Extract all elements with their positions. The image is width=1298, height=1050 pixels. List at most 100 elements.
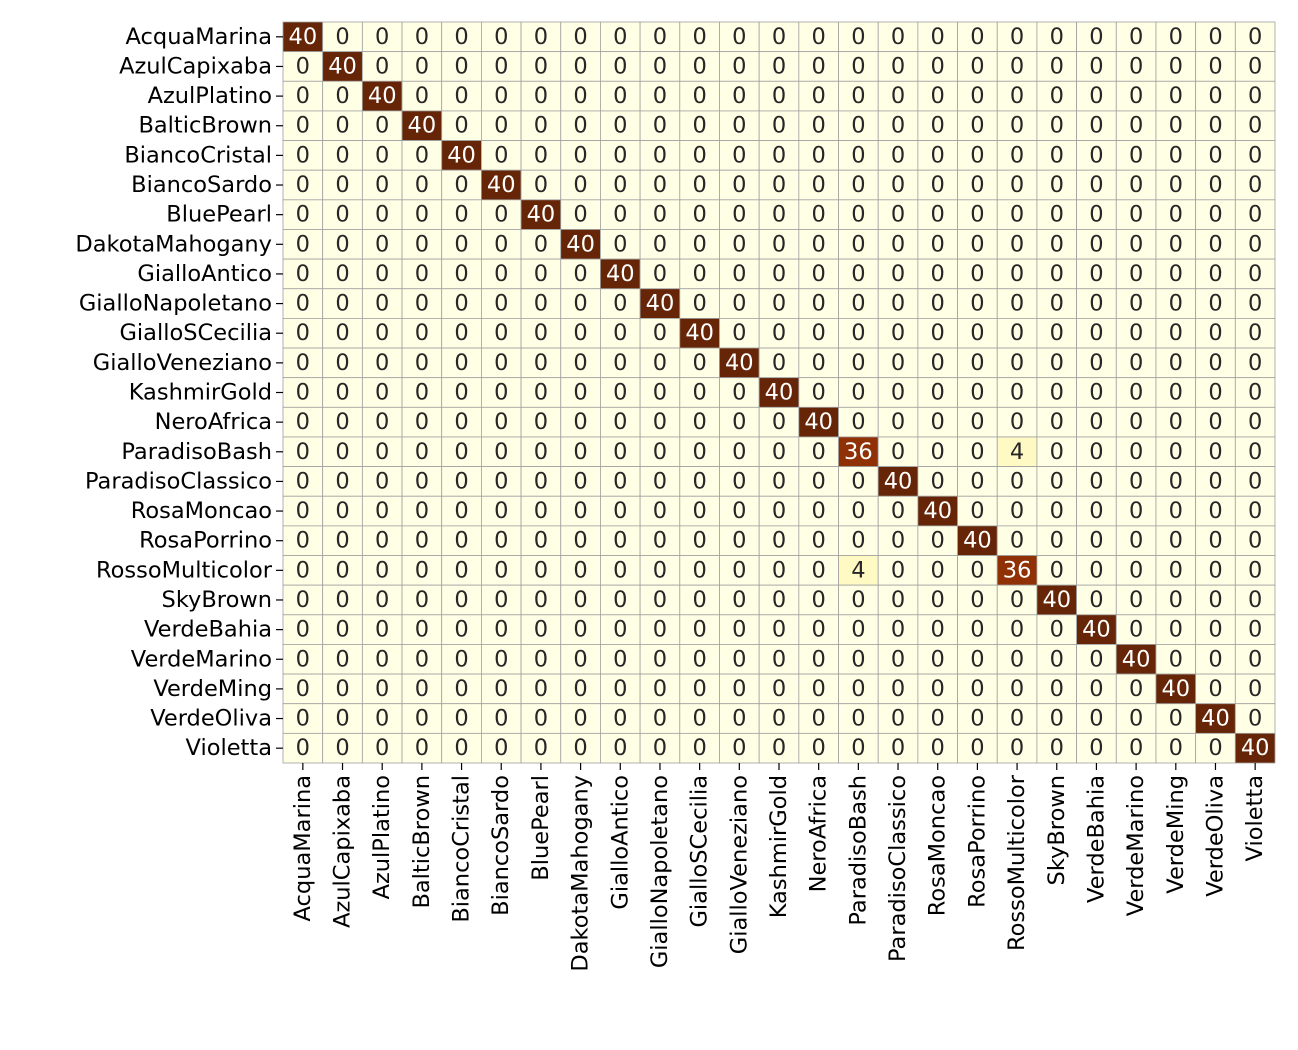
heatmap-cell xyxy=(1234,673,1276,705)
cell-value-label: 0 xyxy=(1050,172,1064,198)
col-tick-label: DakotaMahogany xyxy=(568,775,594,972)
heatmap-cell xyxy=(1155,199,1197,230)
heatmap-cell xyxy=(441,199,482,230)
cell-value-label: 0 xyxy=(1089,350,1103,376)
cell-value-label: 0 xyxy=(931,439,945,465)
heatmap-cell xyxy=(560,732,601,764)
cell-value-label: 0 xyxy=(812,617,826,643)
heatmap-cell xyxy=(480,258,522,290)
heatmap-cell xyxy=(1076,347,1117,379)
cell-value-label: 0 xyxy=(1089,528,1103,554)
cell-value-label: 0 xyxy=(851,83,865,109)
cell-value-label: 0 xyxy=(692,24,706,50)
heatmap-cell xyxy=(520,347,562,379)
cell-value-label: 0 xyxy=(970,261,984,287)
cell-value-label: 0 xyxy=(891,498,905,524)
cell-value-label: 0 xyxy=(375,380,389,406)
cell-value-label: 0 xyxy=(415,468,429,494)
cell-value-label: 0 xyxy=(1089,172,1103,198)
cell-value-label: 0 xyxy=(772,439,786,465)
heatmap-cell xyxy=(798,317,839,349)
heatmap-cell xyxy=(996,436,1038,467)
cell-value-label: 0 xyxy=(335,557,349,583)
row-tick-label: AzulCapixaba xyxy=(119,53,272,79)
heatmap-cell xyxy=(758,169,800,201)
heatmap-cell xyxy=(957,732,998,764)
heatmap-cell xyxy=(600,673,641,705)
cell-value-label: 0 xyxy=(1248,83,1262,109)
cell-value-label: 0 xyxy=(573,439,587,465)
heatmap-cell xyxy=(1115,703,1157,734)
cell-value-label: 0 xyxy=(573,83,587,109)
row-tick-label: BluePearl xyxy=(166,202,272,228)
heatmap-cell xyxy=(1195,644,1236,675)
heatmap-cell xyxy=(520,703,562,734)
cell-value-label: 0 xyxy=(1010,261,1024,287)
heatmap-cell xyxy=(1195,406,1236,438)
cell-value-label: 0 xyxy=(772,468,786,494)
col-tick-label: ParadisoClassico xyxy=(885,775,911,962)
heatmap-cell xyxy=(480,317,522,349)
cell-value-label: 0 xyxy=(335,350,349,376)
cell-value-label: 0 xyxy=(970,735,984,761)
heatmap-cell xyxy=(877,140,919,171)
cell-value-label: 40 xyxy=(646,291,675,317)
cell-value-label: 0 xyxy=(1208,617,1222,643)
cell-value-label: 0 xyxy=(296,676,310,702)
heatmap-cell xyxy=(322,377,363,408)
heatmap-cell xyxy=(520,229,562,260)
cell-value-label: 0 xyxy=(613,528,627,554)
cell-value-label: 0 xyxy=(415,557,429,583)
heatmap-cell xyxy=(639,732,681,764)
cells-layer xyxy=(282,21,1276,764)
cell-value-label: 0 xyxy=(573,735,587,761)
cell-value-label: 0 xyxy=(375,231,389,257)
cell-value-label: 40 xyxy=(1122,646,1151,672)
col-tick-label: BiancoCristal xyxy=(449,775,475,923)
heatmap-cell xyxy=(838,140,879,171)
heatmap-cell xyxy=(600,495,641,527)
cell-value-label: 0 xyxy=(653,350,667,376)
heatmap-cell xyxy=(401,110,443,141)
cell-value-label: 0 xyxy=(1248,113,1262,139)
cell-value-label: 0 xyxy=(415,320,429,346)
cell-value-label: 0 xyxy=(1089,706,1103,732)
cell-value-label: 0 xyxy=(1089,380,1103,406)
heatmap-cell xyxy=(1155,614,1197,645)
cell-value-label: 0 xyxy=(1050,261,1064,287)
cell-value-label: 0 xyxy=(1010,498,1024,524)
cell-value-label: 0 xyxy=(812,439,826,465)
heatmap-cell xyxy=(560,110,601,141)
heatmap-cell xyxy=(282,614,324,645)
heatmap-cell xyxy=(758,584,800,616)
cell-value-label: 0 xyxy=(494,676,508,702)
heatmap-cell xyxy=(1115,288,1157,319)
heatmap-cell xyxy=(322,436,363,467)
row-tick-label: RosaMoncao xyxy=(131,498,272,524)
col-tick-label: VerdeOliva xyxy=(1202,775,1228,897)
heatmap-cell xyxy=(1234,199,1276,230)
cell-value-label: 0 xyxy=(1089,202,1103,228)
cell-value-label: 0 xyxy=(692,261,706,287)
heatmap-cell xyxy=(441,80,482,112)
heatmap-cell xyxy=(877,110,919,141)
cell-value-label: 0 xyxy=(891,320,905,346)
cell-value-label: 0 xyxy=(812,557,826,583)
cell-value-label: 0 xyxy=(1129,557,1143,583)
cell-value-label: 40 xyxy=(408,113,437,139)
cell-value-label: 0 xyxy=(1248,142,1262,168)
cell-value-label: 0 xyxy=(732,24,746,50)
heatmap-cell xyxy=(679,436,720,467)
cell-value-label: 0 xyxy=(812,113,826,139)
cell-value-label: 0 xyxy=(613,202,627,228)
cell-value-label: 0 xyxy=(970,617,984,643)
heatmap-cell xyxy=(441,584,482,616)
heatmap-cell xyxy=(322,258,363,290)
heatmap-cell xyxy=(1155,347,1197,379)
cell-value-label: 0 xyxy=(692,735,706,761)
cell-value-label: 0 xyxy=(494,261,508,287)
cell-value-label: 0 xyxy=(931,291,945,317)
cell-value-label: 0 xyxy=(1010,468,1024,494)
cell-value-label: 0 xyxy=(732,646,746,672)
